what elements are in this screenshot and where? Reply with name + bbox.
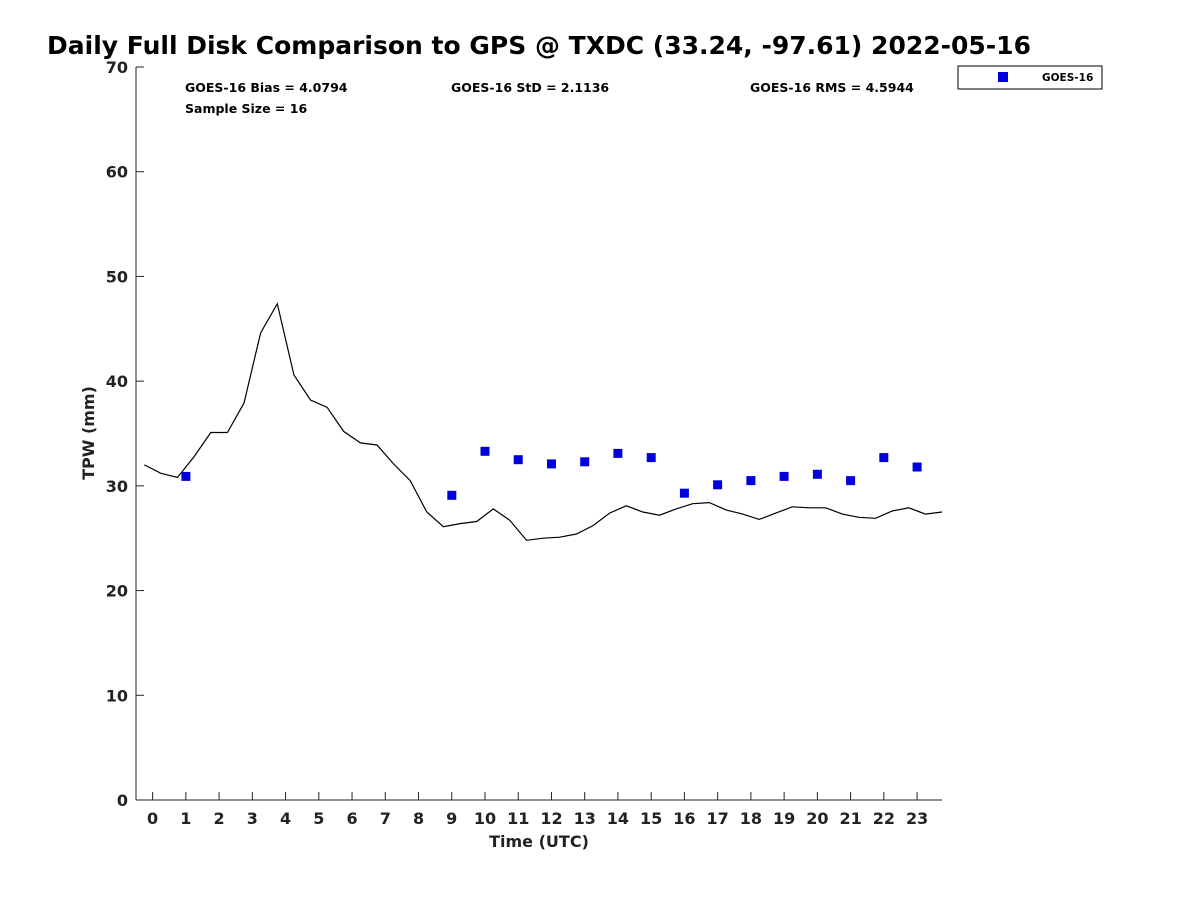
y-tick-label: 40 [106,372,128,391]
y-axis-ticks: 0 10 20 30 40 50 60 70 [106,58,144,810]
goes-16-point [547,459,556,469]
bias-stat: GOES-16 Bias = 4.0794 [185,80,348,95]
goes-16-point [447,490,457,500]
y-tick-label: 0 [117,791,128,810]
y-tick-label: 60 [106,163,128,182]
x-tick-label: 20 [806,809,828,828]
x-axis-label: Time (UTC) [489,832,589,851]
goes-16-point [580,457,590,467]
x-tick-label: 15 [640,809,662,828]
x-tick-label: 23 [906,809,928,828]
goes-16-point [679,488,689,498]
goes-16-point [746,476,756,486]
chart-title: Daily Full Disk Comparison to GPS @ TXDC… [47,31,1031,60]
x-tick-label: 1 [180,809,191,828]
x-tick-label: 4 [280,809,291,828]
x-tick-label: 17 [707,809,729,828]
legend-label-goes-16: GOES-16 [1042,72,1093,84]
goes-16-point [613,448,623,458]
x-tick-label: 11 [507,809,529,828]
x-tick-label: 8 [413,809,424,828]
goes-16-point [779,471,789,481]
x-tick-label: 16 [673,809,695,828]
goes-16-point [846,476,856,486]
x-tick-label: 12 [540,809,562,828]
y-tick-label: 50 [106,267,128,286]
x-tick-label: 18 [740,809,762,828]
legend-box [957,65,1103,90]
x-tick-label: 19 [773,809,795,828]
goes-16-point [912,462,922,472]
goes-16-point [513,455,523,465]
x-tick-label: 10 [474,809,496,828]
y-tick-label: 70 [106,58,128,77]
goes-16-point [480,446,490,456]
std-stat: GOES-16 StD = 2.1136 [451,80,609,95]
x-tick-label: 7 [380,809,391,828]
legend-marker-square [998,72,1008,82]
x-tick-label: 3 [247,809,258,828]
x-tick-label: 22 [873,809,895,828]
x-tick-label: 14 [607,809,629,828]
goes-16-point [879,453,889,463]
sample-size-stat: Sample Size = 16 [185,101,307,116]
gps-series [144,302,943,541]
x-tick-label: 6 [346,809,357,828]
y-tick-label: 10 [106,686,128,705]
x-tick-label: 5 [313,809,324,828]
gps-tpw-line [144,302,943,541]
x-tick-label: 21 [839,809,861,828]
axes [135,67,942,801]
x-axis-ticks: 0 1 2 3 4 5 6 7 8 9 10 11 12 13 14 15 16 17 18 19 20 21 22 23 [147,792,928,828]
goes-16-point [646,453,656,463]
legend: GOES-16 [957,65,1103,90]
x-tick-label: 13 [574,809,596,828]
goes-16-point [713,480,723,490]
y-tick-label: 30 [106,477,128,496]
x-tick-label: 9 [446,809,457,828]
rms-stat: GOES-16 RMS = 4.5944 [750,80,914,95]
goes-16-point [181,471,191,481]
y-axis-label: TPW (mm) [79,386,98,480]
x-tick-label: 2 [214,809,225,828]
x-tick-label: 0 [147,809,158,828]
y-tick-label: 20 [106,582,128,601]
goes-16-point [812,469,822,479]
goes-16-series [181,446,922,500]
